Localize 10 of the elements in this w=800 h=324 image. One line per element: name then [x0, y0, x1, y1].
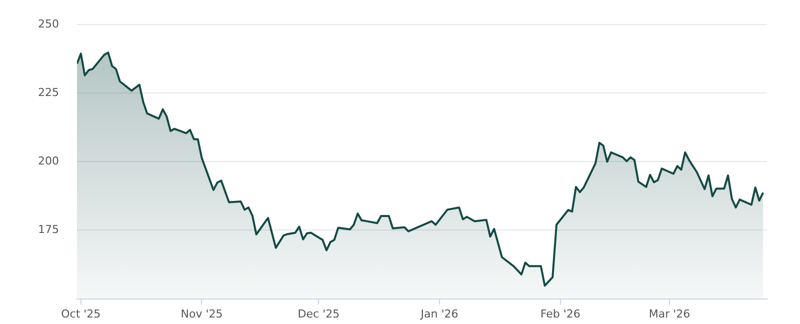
y-tick-label: 225 — [38, 86, 59, 100]
y-tick-label: 200 — [38, 154, 59, 168]
x-tick-label: Jan '26 — [420, 307, 458, 320]
y-tick-label: 250 — [38, 17, 59, 30]
x-tick-label: Nov '25 — [180, 307, 223, 320]
x-tick-label: Dec '25 — [298, 307, 340, 320]
x-tick-label: Feb '26 — [540, 307, 580, 320]
x-tick-label: Mar '26 — [648, 307, 690, 320]
x-tick-label: Oct '25 — [61, 307, 101, 320]
y-tick-label: 175 — [38, 223, 59, 236]
